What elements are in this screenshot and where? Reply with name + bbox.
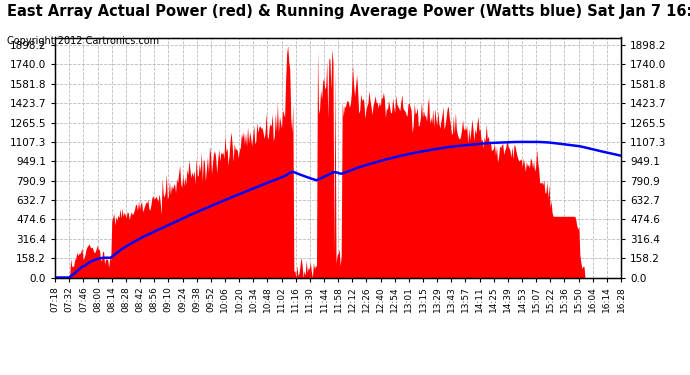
Text: Copyright 2012 Cartronics.com: Copyright 2012 Cartronics.com <box>7 36 159 46</box>
Text: East Array Actual Power (red) & Running Average Power (Watts blue) Sat Jan 7 16:: East Array Actual Power (red) & Running … <box>7 4 690 19</box>
